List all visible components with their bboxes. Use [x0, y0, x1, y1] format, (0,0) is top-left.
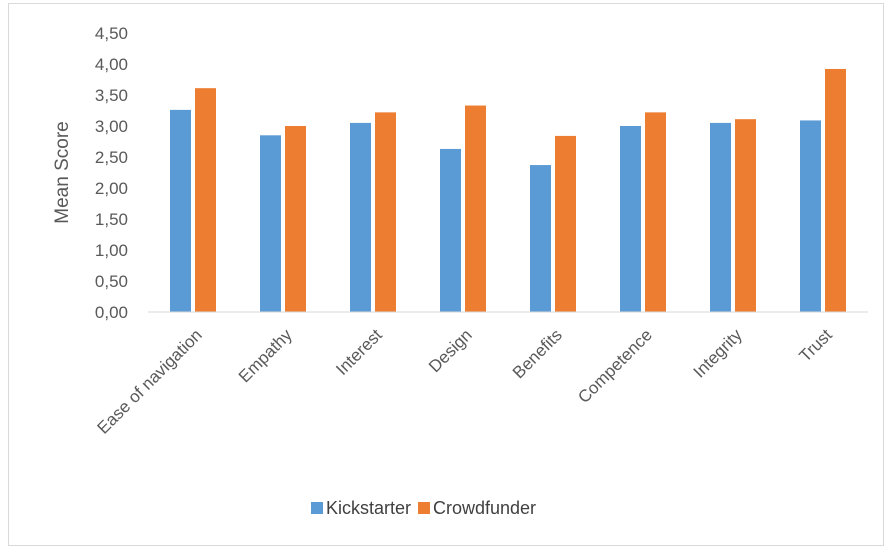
bar-crowdfunder-3: [465, 105, 486, 312]
bar-kickstarter-7: [800, 120, 821, 312]
x-tick-label: Competence: [574, 325, 656, 407]
x-tick-label: Design: [425, 325, 476, 376]
y-tick-label: 3,00: [95, 117, 128, 136]
x-tick-label: Interest: [332, 325, 386, 379]
x-tick-label: Benefits: [509, 325, 566, 382]
x-tick-label: Integrity: [690, 325, 747, 382]
bar-kickstarter-0: [170, 109, 191, 312]
legend-label-kickstarter: Kickstarter: [326, 498, 411, 518]
legend-swatch-kickstarter: [311, 502, 323, 514]
bar-kickstarter-6: [710, 122, 731, 313]
legend-swatch-crowdfunder: [418, 502, 430, 514]
bar-kickstarter-1: [260, 135, 281, 312]
y-tick-label: 2,00: [95, 179, 128, 198]
y-tick-label: 3,50: [95, 86, 128, 105]
bar-crowdfunder-7: [825, 68, 846, 313]
y-tick-label: 1,00: [95, 241, 128, 260]
y-tick-label: 4,50: [95, 24, 128, 43]
bar-crowdfunder-4: [555, 135, 576, 312]
bar-kickstarter-5: [620, 126, 641, 312]
y-tick-label: 2,50: [95, 148, 128, 167]
bar-crowdfunder-1: [285, 126, 306, 312]
x-tick-label: Empathy: [235, 325, 296, 386]
bar-crowdfunder-5: [645, 112, 666, 312]
legend-label-crowdfunder: Crowdfunder: [433, 498, 536, 518]
bar-kickstarter-4: [530, 165, 551, 312]
y-axis-title: Mean Score: [52, 121, 73, 223]
y-tick-label: 0,00: [95, 303, 128, 322]
bar-kickstarter-3: [440, 148, 461, 312]
y-tick-label: 0,50: [95, 272, 128, 291]
bar-crowdfunder-2: [375, 112, 396, 312]
y-tick-label: 4,00: [95, 55, 128, 74]
bar-kickstarter-2: [350, 122, 371, 313]
x-tick-label: Trust: [795, 325, 836, 366]
y-tick-label: 1,50: [95, 210, 128, 229]
x-tick-label: Ease of navigation: [93, 325, 205, 437]
bar-crowdfunder-6: [735, 119, 756, 313]
bar-crowdfunder-0: [195, 88, 216, 313]
